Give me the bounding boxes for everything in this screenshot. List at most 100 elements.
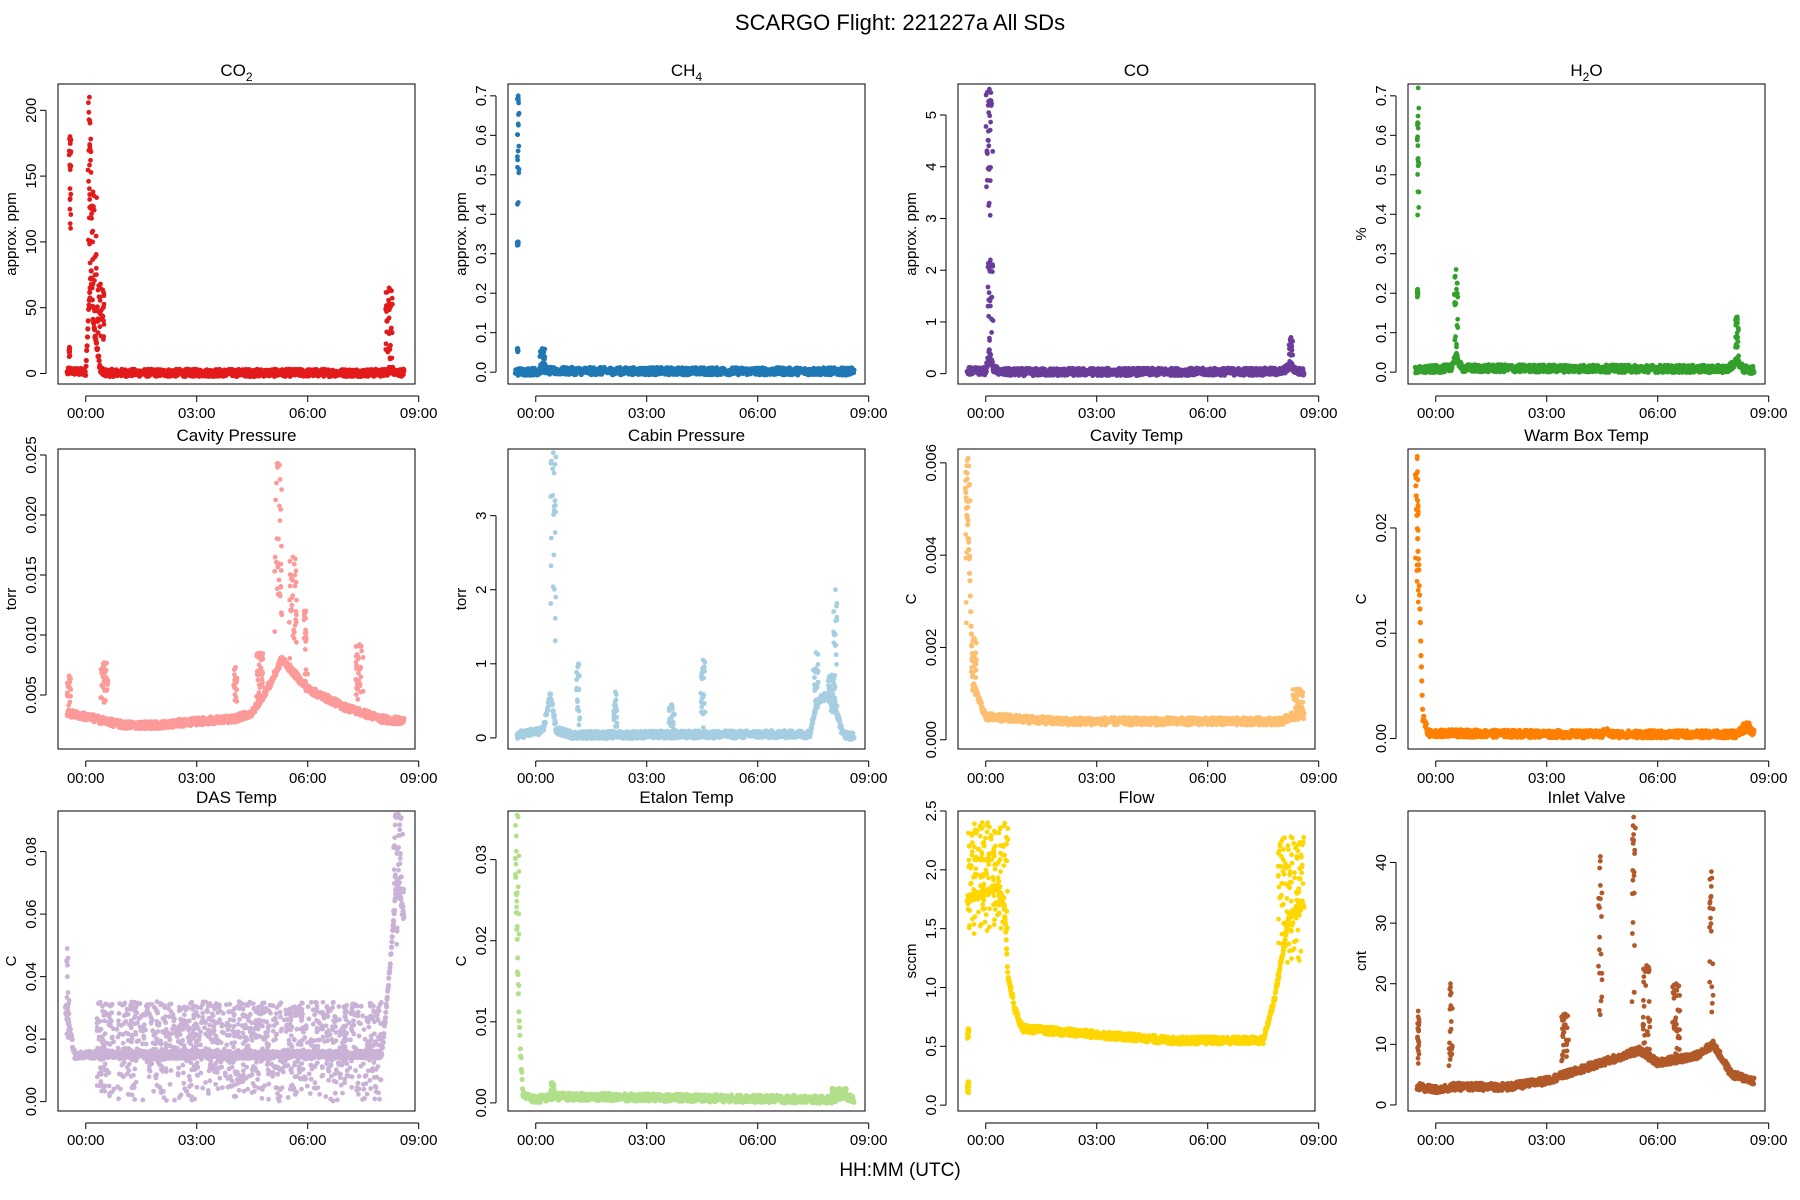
data-point	[401, 368, 407, 374]
data-point	[515, 132, 521, 138]
y-tick-label: 5	[923, 111, 940, 119]
y-tick-label: 0.0	[1373, 362, 1390, 383]
y-tick-label: 50	[23, 299, 40, 316]
data-point-peak	[87, 94, 92, 100]
data-point	[851, 367, 857, 373]
data-point	[95, 330, 101, 335]
data-point	[90, 257, 96, 262]
cavity_pressure-title: Cavity Pressure	[177, 426, 297, 445]
y-tick-label: 2	[923, 266, 940, 274]
y-tick-label: 200	[23, 98, 40, 123]
data-point	[988, 103, 994, 108]
data-point	[95, 316, 101, 322]
y-tick-label: 1	[923, 318, 940, 326]
data-point	[87, 295, 93, 301]
y-tick-label: 0	[923, 369, 940, 377]
data-point	[93, 252, 99, 258]
data-point	[67, 167, 73, 173]
data-point	[68, 225, 73, 231]
data-point	[383, 341, 389, 347]
x-tick-label: 00:00	[67, 405, 105, 422]
data-point	[68, 163, 74, 169]
h2o-y-axis: 0.00.10.20.30.40.50.60.7%	[1353, 85, 1397, 383]
data-point	[87, 118, 93, 124]
data-point	[386, 300, 392, 306]
data-point-peak	[1415, 286, 1420, 292]
data-point	[983, 124, 989, 129]
data-point	[84, 334, 91, 340]
y-tick-label: 0	[23, 369, 40, 377]
data-point	[1287, 360, 1293, 366]
data-point-peak	[515, 239, 521, 245]
data-point	[92, 327, 98, 333]
data-point	[101, 293, 107, 299]
data-point	[1415, 143, 1421, 149]
data-point	[389, 355, 395, 361]
data-point	[93, 265, 99, 271]
data-point	[93, 340, 100, 346]
data-point	[95, 309, 101, 314]
data-point	[95, 346, 101, 352]
y-tick-label: 0.1	[473, 322, 490, 343]
data-point	[986, 347, 992, 353]
data-point	[67, 221, 73, 227]
h2o-title-tail: O	[1589, 61, 1602, 80]
data-point	[92, 308, 97, 314]
data-point	[87, 197, 93, 202]
data-point	[389, 295, 395, 301]
cavity_pressure-series	[64, 461, 407, 732]
data-point	[84, 347, 90, 353]
x-tick-label: 00:00	[1417, 405, 1455, 422]
data-point	[68, 191, 74, 197]
data-point	[96, 353, 102, 359]
data-point	[1733, 344, 1738, 350]
data-point	[85, 326, 91, 332]
data-point	[515, 154, 520, 159]
ch4-plot-frame	[507, 83, 866, 385]
y-tick-label: 100	[23, 229, 40, 254]
x-tick-label: 09:00	[1750, 405, 1788, 422]
ch4-title: CH4	[671, 61, 703, 84]
data-point	[383, 290, 389, 295]
data-point	[985, 166, 991, 171]
y-tick-label: 0.6	[473, 125, 490, 146]
data-point-peak	[515, 346, 520, 351]
data-point	[1734, 336, 1740, 341]
data-point-peak	[539, 346, 545, 351]
data-point	[1454, 286, 1459, 292]
data-point	[1453, 301, 1459, 307]
h2o-title-subscript: 2	[1583, 70, 1590, 84]
h2o-x-axis: 00:00 03:00 06:00 09:00	[1417, 395, 1788, 422]
y-tick-label: 0.3	[473, 243, 490, 264]
ch4-title-subscript: 4	[695, 70, 702, 84]
data-point	[1733, 322, 1739, 328]
x-tick-label: 09:00	[400, 405, 438, 422]
co-y-axis-label: approx. ppm	[903, 192, 920, 275]
data-point	[384, 309, 389, 314]
data-point	[1454, 344, 1459, 350]
data-point	[68, 212, 74, 217]
x-tick-label: 00:00	[517, 405, 555, 422]
data-point	[88, 281, 94, 287]
data-point	[984, 148, 990, 154]
data-point	[86, 109, 92, 115]
data-point	[389, 330, 395, 336]
data-point	[89, 215, 94, 221]
data-point	[89, 230, 95, 235]
data-point	[1415, 212, 1420, 218]
data-point	[1415, 120, 1420, 126]
x-tick-label: 03:00	[1528, 405, 1566, 422]
y-tick-label: 0.1	[1373, 322, 1390, 343]
data-point	[101, 334, 107, 339]
y-tick-label: 0.4	[1373, 204, 1390, 225]
data-point	[987, 212, 993, 218]
data-point	[987, 352, 994, 358]
data-point	[1452, 291, 1457, 297]
data-point	[92, 278, 97, 283]
